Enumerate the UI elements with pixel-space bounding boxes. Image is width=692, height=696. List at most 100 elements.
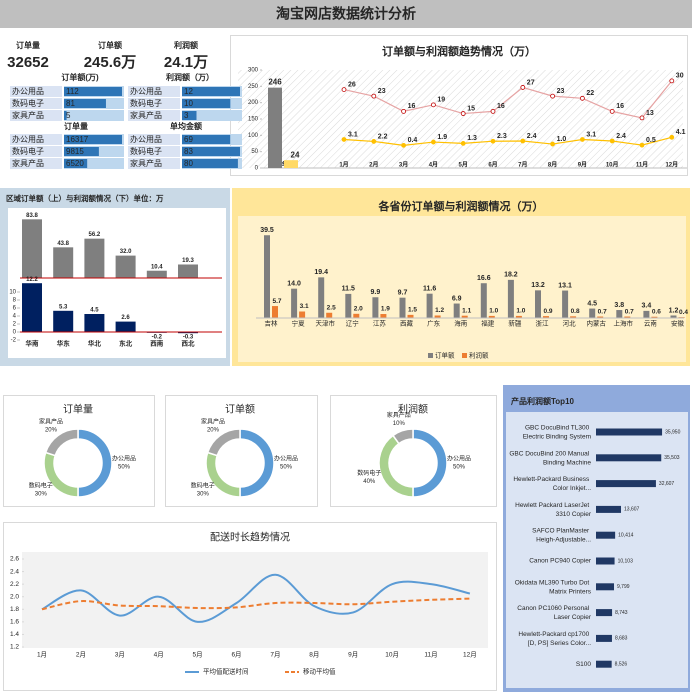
data-label: 16 — [408, 103, 416, 110]
x-tick-label: 7月 — [270, 651, 280, 659]
row-label: 数码电子 — [12, 98, 44, 108]
x-tick-label: 浙江 — [536, 319, 550, 328]
point — [460, 140, 466, 146]
data-label: 0.7 — [598, 308, 607, 315]
bar — [596, 634, 612, 642]
y-tick-label: Hewlett Packard LaserJet 3310 Copier — [515, 502, 592, 518]
row-label: 家具产品 — [130, 158, 162, 168]
data-label: 10,103 — [618, 558, 634, 564]
data-label: 10,414 — [618, 533, 634, 539]
data-label: 24 — [291, 150, 300, 159]
row-label-bg — [10, 134, 62, 145]
slice-label: 办公用品 — [274, 455, 298, 463]
row-label: 数码电子 — [12, 146, 44, 156]
table-title: 单均金额 — [170, 121, 202, 131]
row-label: 家具产品 — [130, 110, 162, 120]
y-tick-label: 250 — [248, 84, 259, 90]
point — [609, 108, 615, 114]
data-label: 83.8 — [26, 213, 38, 219]
point — [550, 93, 555, 99]
row-label: 家具产品 — [12, 158, 44, 168]
row-label-bg — [128, 134, 180, 145]
x-tick-label: 宁夏 — [292, 319, 306, 328]
data-label: 3.4 — [642, 303, 652, 310]
bar — [353, 313, 360, 318]
data-label: 0.6 — [652, 308, 661, 315]
bar — [318, 277, 325, 318]
x-tick-label: 广东 — [427, 319, 441, 328]
chart-title: 产品利润额Top10 — [511, 396, 575, 406]
bar — [434, 315, 441, 318]
x-tick-label: 4月 — [154, 651, 164, 659]
x-tick-label: 上海市 — [614, 319, 634, 328]
x-tick-label: 6月 — [488, 161, 497, 169]
point — [639, 142, 645, 148]
slice-value: 20% — [207, 427, 220, 433]
x-tick-label: 8月 — [548, 161, 557, 169]
data-label: 2.2 — [378, 133, 388, 140]
data-label: 0.8 — [571, 308, 580, 315]
y-tick-label: Canon PC1060 Personal Laser Copier — [517, 605, 592, 621]
bar — [84, 314, 105, 332]
data-label: 3.1 — [586, 131, 596, 138]
bar — [84, 238, 105, 278]
bar — [643, 310, 650, 318]
row-bar — [182, 111, 197, 120]
y-tick-label: Hewlett-Packard Business Color Inkjet... — [513, 476, 591, 492]
slice-label: 数码电子 — [191, 482, 215, 490]
bar — [264, 235, 270, 318]
data-label: 56.2 — [89, 232, 101, 238]
x-tick-label: 海南 — [454, 319, 468, 328]
data-label: 0.9 — [543, 308, 552, 315]
point — [430, 139, 436, 145]
line — [41, 597, 470, 611]
row-value: 69 — [184, 135, 193, 144]
data-label: 2.3 — [497, 133, 507, 140]
data-label: 4.5 — [587, 300, 597, 307]
slice-value: 10% — [393, 421, 406, 427]
table-title: 订单量 — [64, 121, 88, 131]
y-tick-label: -2 — [11, 338, 17, 344]
data-label: 13 — [646, 110, 654, 117]
bar — [488, 315, 495, 318]
row-label: 办公用品 — [12, 86, 44, 96]
x-tick-label: 8月 — [309, 651, 319, 659]
data-label: 16 — [616, 103, 624, 110]
y-tick-label: S100 — [576, 661, 592, 668]
y-tick-label: 1.6 — [10, 619, 19, 626]
slice-label: 家具产品 — [201, 417, 225, 425]
slice-value: 50% — [453, 465, 466, 471]
point — [401, 142, 407, 148]
bar — [570, 316, 577, 318]
data-label: 16.6 — [477, 275, 491, 282]
point — [460, 111, 466, 116]
data-label: 1.2 — [669, 307, 679, 314]
bar — [22, 219, 42, 278]
legend-swatch — [462, 353, 467, 358]
x-tick-label: 10月 — [385, 651, 399, 659]
data-label: 0.7 — [625, 308, 634, 315]
donut-slice — [44, 428, 79, 457]
row-bar — [64, 87, 122, 96]
data-label: 18.2 — [504, 272, 518, 279]
chart-title: 各省份订单额与利润额情况（万） — [378, 199, 544, 213]
data-label: 0.5 — [646, 137, 656, 144]
data-label: 32.0 — [120, 249, 132, 255]
bar — [507, 279, 514, 318]
row-bar — [64, 135, 122, 144]
data-label: 0.4 — [408, 137, 418, 144]
point — [430, 102, 436, 108]
data-label: 2.0 — [354, 306, 363, 313]
point — [520, 85, 526, 90]
chart-title: 订单额 — [225, 403, 255, 416]
legend-label: 订单额 — [435, 351, 455, 360]
row-label-bg — [128, 158, 180, 169]
bar — [543, 316, 549, 318]
data-label: 26 — [348, 81, 356, 88]
bar — [272, 306, 278, 318]
slice-label: 数码电子 — [29, 482, 53, 490]
page-title: 淘宝网店数据统计分析 — [276, 6, 416, 22]
row-bar — [182, 87, 240, 96]
bar — [616, 310, 623, 318]
bar — [115, 321, 136, 332]
